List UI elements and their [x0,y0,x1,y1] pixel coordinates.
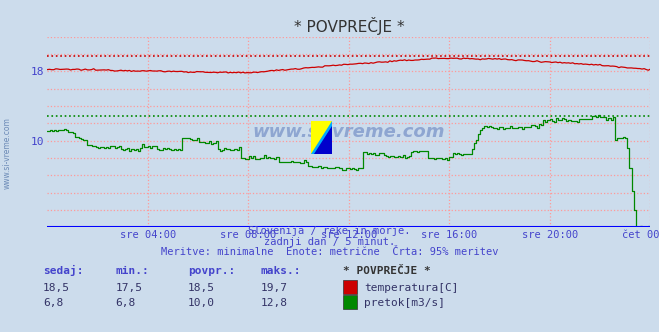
Text: 17,5: 17,5 [115,284,142,293]
Text: temperatura[C]: temperatura[C] [364,284,459,293]
Polygon shape [314,126,332,154]
Text: www.si-vreme.com: www.si-vreme.com [3,117,12,189]
Text: Meritve: minimalne  Enote: metrične  Črta: 95% meritev: Meritve: minimalne Enote: metrične Črta:… [161,247,498,257]
Text: pretok[m3/s]: pretok[m3/s] [364,298,445,308]
Text: 10,0: 10,0 [188,298,215,308]
Text: zadnji dan / 5 minut.: zadnji dan / 5 minut. [264,237,395,247]
Text: 18,5: 18,5 [188,284,215,293]
Text: sedaj:: sedaj: [43,265,83,276]
Text: 18,5: 18,5 [43,284,70,293]
Text: maks.:: maks.: [260,266,301,276]
Text: 19,7: 19,7 [260,284,287,293]
Text: Slovenija / reke in morje.: Slovenija / reke in morje. [248,226,411,236]
Text: 12,8: 12,8 [260,298,287,308]
Text: povpr.:: povpr.: [188,266,235,276]
Polygon shape [311,121,332,154]
Title: * POVPREČJE *: * POVPREČJE * [294,17,404,35]
Text: www.si-vreme.com: www.si-vreme.com [252,123,445,141]
Text: * POVPREČJE *: * POVPREČJE * [343,266,430,276]
Text: min.:: min.: [115,266,149,276]
Text: 6,8: 6,8 [115,298,136,308]
Text: 6,8: 6,8 [43,298,63,308]
